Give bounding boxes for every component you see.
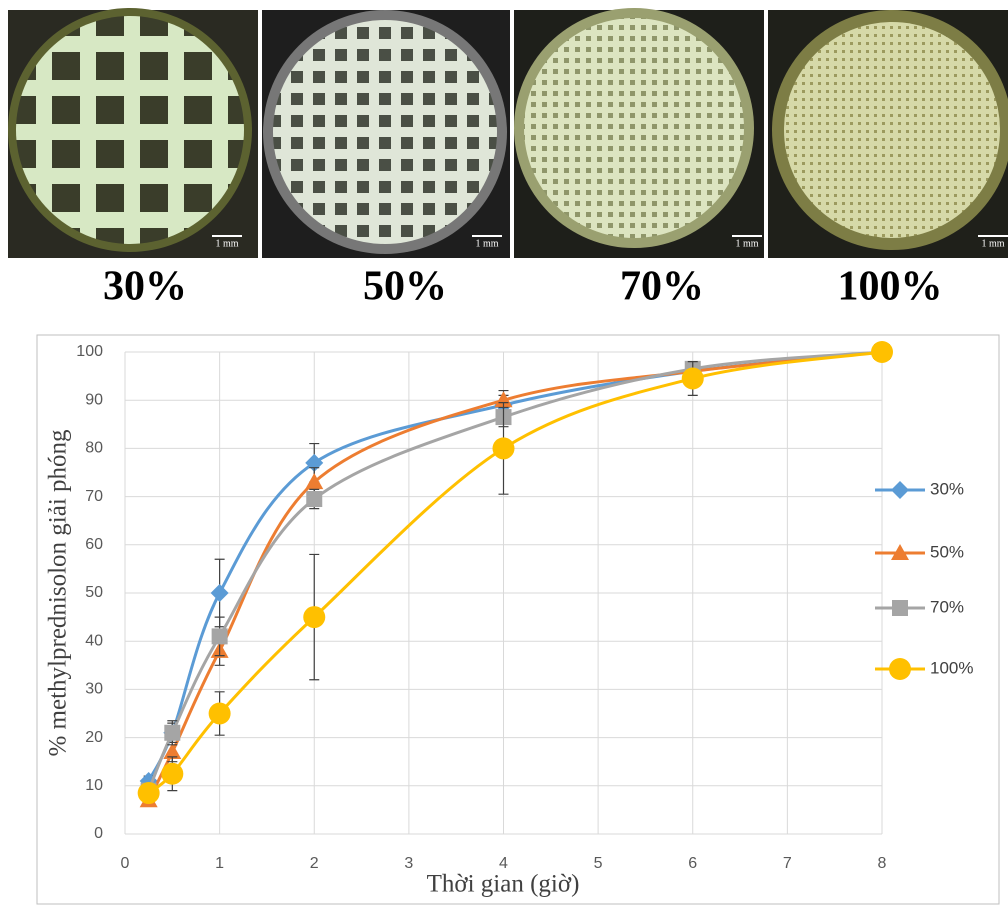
y-tick-label: 50 [85,584,103,601]
photo: 1 mm [262,10,510,258]
marker [871,341,893,363]
page: 1 mm 1 mm 1 mm 1 mm 30% 50% 70% 100% Thờ… [0,0,1008,905]
marker [211,584,229,602]
y-tick-label: 70 [85,488,103,505]
marker [493,437,515,459]
x-tick-label: 1 [215,855,224,872]
legend-label: 70% [930,597,964,616]
photo: 1 mm [514,8,764,258]
legend-marker [889,658,911,680]
y-tick-label: 80 [85,440,103,457]
line [149,352,882,800]
line [149,352,882,793]
legend-label: 30% [930,479,964,498]
figure: 1 mm 1 mm 1 mm 1 mm 30% 50% 70% 100% Thờ… [0,0,1008,905]
photo: 1 mm [8,8,258,258]
marker [209,703,231,725]
y-tick-label: 0 [94,825,103,842]
photo: 1 mm [768,10,1008,258]
chart-frame [37,335,999,904]
marker [164,725,180,741]
marker [303,606,325,628]
scale-bar-label: 1 mm [735,238,758,249]
x-tick-label: 7 [783,855,792,872]
line [149,352,882,791]
photo-label: 70% [620,264,704,310]
series [138,341,893,804]
x-tick-label: 4 [499,855,508,872]
y-tick-label: 60 [85,536,103,553]
x-tick-label: 0 [121,855,130,872]
x-axis-title: Thời gian (giờ) [427,871,580,898]
photo-label: 30% [103,264,187,310]
y-tick-label: 100 [76,343,103,360]
photo-label: 50% [363,264,447,310]
y-tick-label: 20 [85,729,103,746]
x-tick-label: 6 [688,855,697,872]
series [141,344,890,799]
x-tick-label: 3 [404,855,413,872]
y-tick-label: 40 [85,632,103,649]
photo-label: 100% [838,264,943,310]
marker [161,763,183,785]
x-tick-label: 2 [310,855,319,872]
marker [306,491,322,507]
x-tick-label: 5 [594,855,603,872]
legend-marker [892,600,908,616]
marker [682,368,704,390]
x-tick-label: 8 [878,855,887,872]
marker [138,782,160,804]
y-tick-label: 90 [85,391,103,408]
scale-bar-label: 1 mm [981,238,1004,249]
marker [212,628,228,644]
scale-bar-label: 1 mm [215,238,238,249]
scale-bar-label: 1 mm [475,238,498,249]
y-tick-label: 30 [85,681,103,698]
series [140,343,891,790]
y-tick-label: 10 [85,777,103,794]
legend-label: 100% [930,658,973,677]
y-axis-title: % methylprednisolon giải phóng [45,429,72,757]
legend-label: 50% [930,542,964,561]
legend-marker [891,481,909,499]
